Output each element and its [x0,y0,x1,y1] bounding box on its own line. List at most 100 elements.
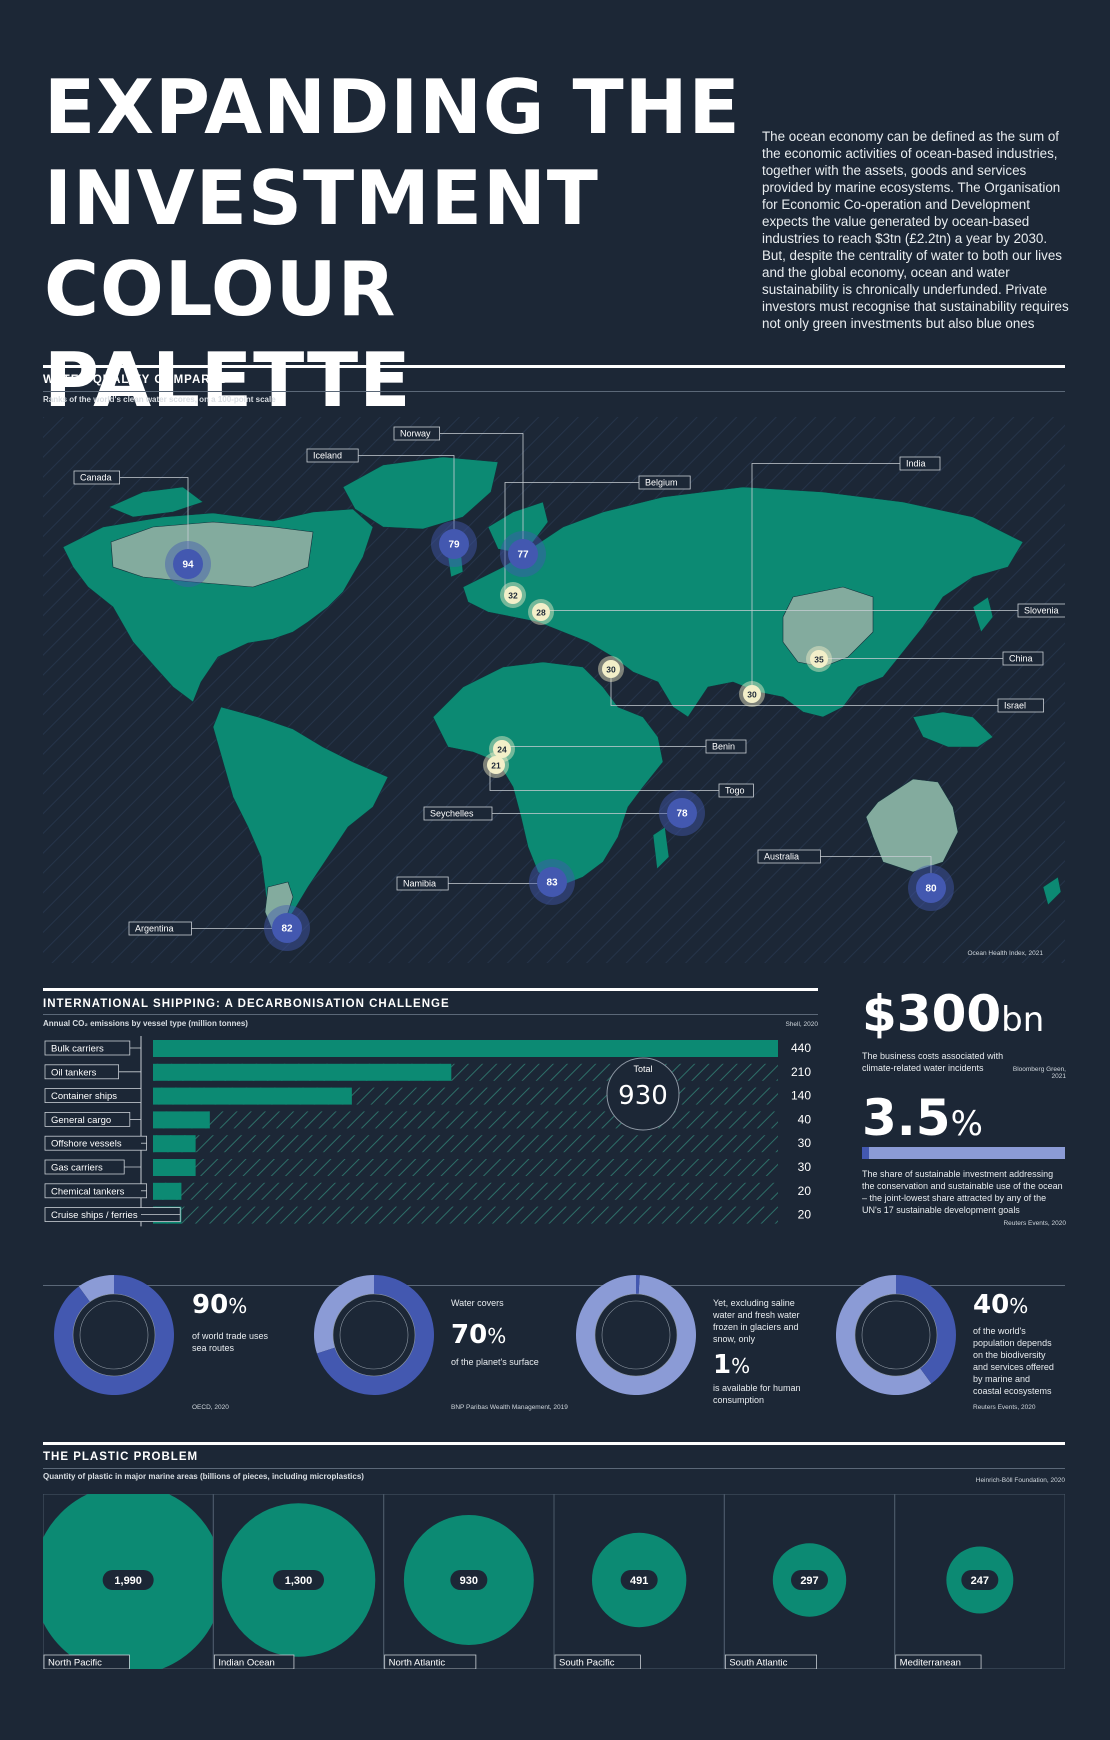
marker-value: 79 [448,540,460,551]
world-map: 94 79 77 32 28 30 30 35 24 21 78 83 80 82 Canada Icelan… [43,417,1065,963]
marker-canada: 94 [165,541,211,587]
marker-belgium: 32 [500,582,526,608]
bar-row: Bulk carriers 440 [45,1040,811,1057]
bar-value: 210 [791,1065,811,1079]
donut-3-text: is available for human consumption [713,1382,808,1406]
bar-value: 20 [798,1208,812,1222]
stat-300bn: $300bn [862,986,1044,1048]
donut-3-unit: % [731,1354,750,1378]
section-rule-water [43,365,1065,368]
shipping-subrule [43,1014,818,1015]
plastic-source: Heinrich-Böll Foundation, 2020 [950,1477,1065,1484]
country-label: Benin [706,740,746,753]
map-source: Ocean Health Index, 2021 [967,950,1043,957]
stat-3-5-bar-fill [862,1147,869,1159]
bar-label: Cruise ships / ferries [51,1210,138,1221]
country-label: Slovenia [1018,604,1065,617]
plastic-column: 297 South Atlantic [724,1494,894,1669]
donut-4-text: of the world's population depends on the… [973,1325,1061,1397]
country-label: Namibia [397,877,448,890]
stat-3-5-unit: % [951,1104,983,1144]
bar-track [153,1135,778,1152]
country-label: India [900,457,940,470]
marker-value: 83 [546,878,558,889]
country-label: Norway [394,427,440,440]
bar-label: Bulk carriers [51,1044,104,1055]
plastic-label: Mediterranean [900,1658,961,1669]
donut-population [825,1264,967,1411]
bar-row: General cargo 40 [45,1111,811,1128]
bar-value: 20 [798,1184,812,1198]
bar-row: Cruise ships / ferries 20 [45,1207,811,1224]
marker-value: 32 [508,591,518,601]
bar-value: 30 [798,1160,812,1174]
plastic-value: 247 [971,1575,989,1587]
bar [153,1111,210,1128]
donut-fresh-water [565,1264,707,1411]
plastic-column: 491 South Pacific [554,1494,724,1669]
marker-seychelles: 78 [659,790,705,836]
bar-row: Oil tankers 210 [45,1064,811,1081]
donut-1-value: 90 [192,1290,228,1320]
donut-hole [595,1294,677,1376]
label-text: Belgium [645,478,678,488]
label-text: China [1009,654,1033,664]
label-text: Norway [400,429,431,439]
marker-value: 21 [491,761,501,771]
donut-2-stat: 70% [451,1320,506,1350]
plastic-circles: 1,990North Pacific1,300Indian Ocean930No… [43,1494,1065,1669]
stat-300-unit: bn [1001,1000,1044,1040]
plastic-column: 1,990 North Pacific [43,1494,223,1669]
donut-chart [303,1264,445,1406]
donut-2-value: 70 [451,1320,487,1350]
label-text: Togo [725,786,745,796]
donut-1-stat: 90% [192,1290,247,1320]
country-label: China [1003,652,1043,665]
donut-4-stat: 40% [973,1290,1028,1320]
marker-iceland: 79 [431,521,477,567]
marker-togo: 21 [483,752,509,778]
marker-norway: 77 [500,531,546,577]
section-rule-plastic [43,1442,1065,1445]
stat-300-value: $300 [862,985,1001,1043]
bar [153,1183,181,1200]
marker-argentina: 82 [264,905,310,951]
bar-value: 40 [798,1112,812,1126]
donut-3-value: 1 [713,1350,731,1380]
stat-3-5-bar-track [862,1147,1065,1159]
shipping-source: Shell, 2020 [760,1021,818,1028]
donut-chart [825,1264,967,1406]
plastic-subrule [43,1468,1065,1469]
plastic-section-title: THE PLASTIC PROBLEM [43,1451,198,1463]
marker-value: 30 [747,690,757,700]
plastic-value: 491 [630,1575,648,1587]
marker-value: 94 [182,560,194,571]
country-label: Belgium [639,476,690,489]
label-text: Namibia [403,879,436,889]
total-value: 930 [618,1081,668,1111]
donut-2-source: BNP Paribas Wealth Management, 2019 [451,1404,568,1411]
label-text: Israel [1004,701,1026,711]
plastic-label: South Pacific [559,1658,615,1669]
bar-label: Offshore vessels [51,1139,122,1150]
bar-track [153,1159,778,1176]
label-text: Australia [764,852,799,862]
donut-4-source: Reuters Events, 2020 [973,1404,1036,1411]
donut-3-stat: 1% [713,1350,750,1380]
bar-track [153,1207,778,1224]
label-text: Canada [80,473,112,483]
donut-chart [43,1264,185,1406]
marker-value: 77 [517,550,529,561]
plastic-label: Indian Ocean [218,1658,275,1669]
plastic-value: 1,990 [114,1575,142,1587]
donut-1-source: OECD, 2020 [192,1404,229,1411]
plastic-column: 930 North Atlantic [384,1494,554,1669]
plastic-chart: 1,990 North Pacific 1,300 Indian Ocean 930 No… [43,1494,1065,1669]
label-text: Iceland [313,451,342,461]
donut-planet-surface [303,1264,445,1411]
bar-value: 440 [791,1041,811,1055]
shipping-section-subtitle: Annual CO₂ emissions by vessel type (mil… [43,1019,248,1028]
label-text: India [906,459,926,469]
donut-2-pre: Water covers [451,1297,541,1309]
bar [153,1159,196,1176]
